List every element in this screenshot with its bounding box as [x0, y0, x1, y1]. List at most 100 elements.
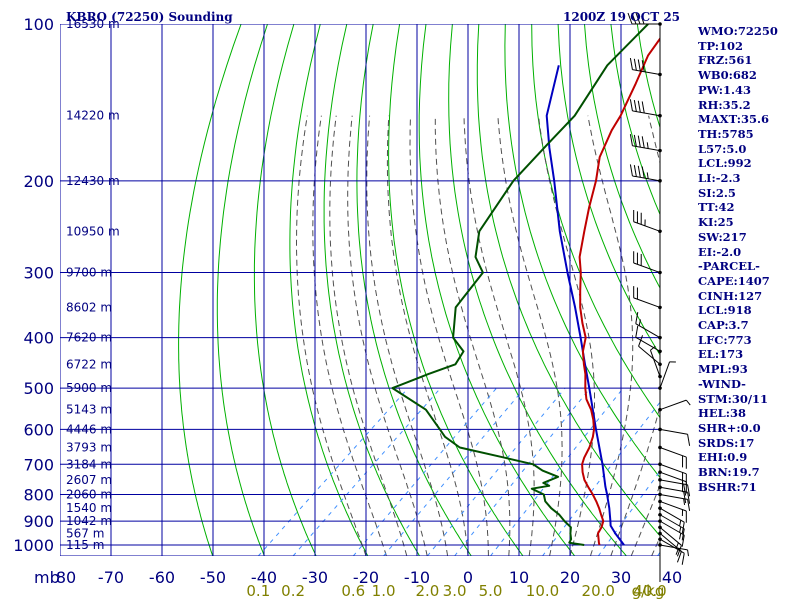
- height-label: 12430 m: [66, 174, 120, 188]
- height-label: 5900 m: [66, 381, 112, 395]
- wind-barb-staff: [659, 514, 685, 530]
- index-item: MAXT:35.6: [698, 112, 769, 127]
- wind-full-barb: [681, 535, 685, 547]
- height-label: 567 m: [66, 526, 104, 540]
- wind-barb: [658, 506, 685, 534]
- wind-full-barb: [629, 58, 633, 70]
- index-item: HEL:38: [698, 406, 746, 421]
- pressure-tick-label: 800: [23, 485, 54, 504]
- wind-barb: [629, 99, 662, 118]
- wind-full-barb: [641, 60, 645, 72]
- pressure-tick-label: 600: [23, 420, 54, 439]
- wind-barb: [658, 499, 687, 523]
- index-item: LFC:773: [698, 332, 752, 347]
- wind-half-barb: [683, 498, 686, 505]
- wind-half-barb: [641, 17, 645, 25]
- dry-adiabat: [289, 24, 369, 556]
- wind-full-barb: [637, 100, 641, 113]
- index-item: -PARCEL-: [698, 259, 760, 274]
- mixing-ratio-line: [352, 387, 497, 556]
- wind-full-barb: [635, 312, 639, 324]
- wind-station-dot: [658, 305, 662, 310]
- wind-station-dot: [658, 537, 662, 542]
- wind-barb: [629, 134, 662, 153]
- wind-station-dot: [658, 229, 662, 234]
- mixing-ratio-line: [292, 387, 441, 556]
- wind-full-barb: [638, 335, 644, 347]
- moist-adiabat: [463, 115, 535, 556]
- moist-adiabat: [366, 115, 449, 556]
- wind-station-dot: [658, 22, 662, 26]
- height-label: 8602 m: [66, 300, 112, 314]
- wind-barb: [658, 519, 685, 547]
- temperature-tick-label: -10: [404, 568, 430, 587]
- parcel-trace: [545, 65, 625, 546]
- index-item: PW:1.43: [698, 82, 752, 97]
- wind-station-dot: [658, 270, 662, 275]
- wind-barb: [649, 345, 662, 379]
- wind-barb-staff: [632, 175, 661, 182]
- wind-full-barb: [641, 166, 645, 179]
- wind-full-barb: [683, 491, 687, 504]
- moist-adiabat: [587, 115, 634, 556]
- wind-half-barb: [644, 219, 646, 226]
- mixing-ratio-line: [542, 401, 660, 556]
- height-label: 7620 m: [66, 331, 112, 345]
- wind-barb-staff: [659, 507, 685, 523]
- temperature-tick-label: 30: [611, 568, 631, 587]
- sounding-traces: [391, 24, 660, 546]
- wind-barb: [633, 286, 662, 310]
- dry-adiabat: [323, 24, 420, 556]
- mixing-ratio-label: 2.0: [416, 582, 440, 600]
- wind-full-barb: [627, 12, 633, 25]
- wind-full-barb: [681, 553, 685, 565]
- index-item: SRDS:17: [698, 435, 755, 450]
- wind-full-barb: [633, 58, 637, 71]
- wind-station-dot: [658, 485, 662, 490]
- mixing-ratio-label: 0.1: [246, 582, 270, 600]
- wind-full-barb: [641, 136, 645, 148]
- wind-station-dot: [658, 492, 662, 497]
- wind-half-barb: [650, 345, 656, 351]
- wind-barb-staff: [632, 69, 661, 75]
- pressure-tick-label: 200: [23, 172, 54, 191]
- wind-barb-staff: [659, 493, 688, 500]
- index-item: CINH:127: [698, 288, 763, 303]
- index-item: TP:102: [698, 38, 744, 53]
- dry-adiabat: [418, 24, 576, 556]
- wind-barb-staff: [638, 345, 661, 365]
- wind-station-dot: [658, 72, 662, 77]
- temperature-trace: [578, 37, 660, 546]
- wind-barb: [658, 445, 687, 469]
- wind-barb: [658, 399, 691, 412]
- wind-barb-staff: [659, 500, 687, 512]
- temperature-tick-label: -70: [98, 568, 124, 587]
- index-item: EI:-2.0: [698, 244, 742, 259]
- wind-full-barb: [637, 135, 641, 148]
- mixing-ratio-label: 20.0: [582, 582, 615, 600]
- wind-barb: [658, 427, 691, 446]
- temperature-tick-label: -60: [149, 568, 175, 587]
- wind-full-barb: [631, 12, 637, 25]
- index-item: LCL:918: [698, 303, 752, 318]
- wind-station-dot: [658, 179, 662, 183]
- dry-adiabat: [531, 24, 660, 419]
- wind-full-barb: [676, 545, 682, 557]
- wind-half-barb: [685, 399, 691, 406]
- wind-full-barb: [687, 434, 691, 446]
- wind-full-barb: [637, 165, 641, 178]
- index-item: EHI:0.9: [698, 450, 748, 465]
- wind-barb: [633, 210, 662, 234]
- mixing-ratio-label: 10.0: [526, 582, 559, 600]
- wind-station-dot: [658, 362, 662, 367]
- wind-full-barb: [633, 165, 637, 177]
- wind-full-barb: [685, 511, 687, 523]
- temperature-tick-label: 20: [560, 568, 580, 587]
- pressure-unit-label: mb: [34, 568, 60, 587]
- wind-station-dot: [658, 427, 662, 432]
- wind-half-barb: [646, 142, 649, 149]
- index-item: EL:173: [698, 347, 744, 362]
- mixing-ratio-label: 40.0: [633, 582, 666, 600]
- index-item: L57:5.0: [698, 141, 747, 156]
- wind-station-dot: [658, 499, 662, 504]
